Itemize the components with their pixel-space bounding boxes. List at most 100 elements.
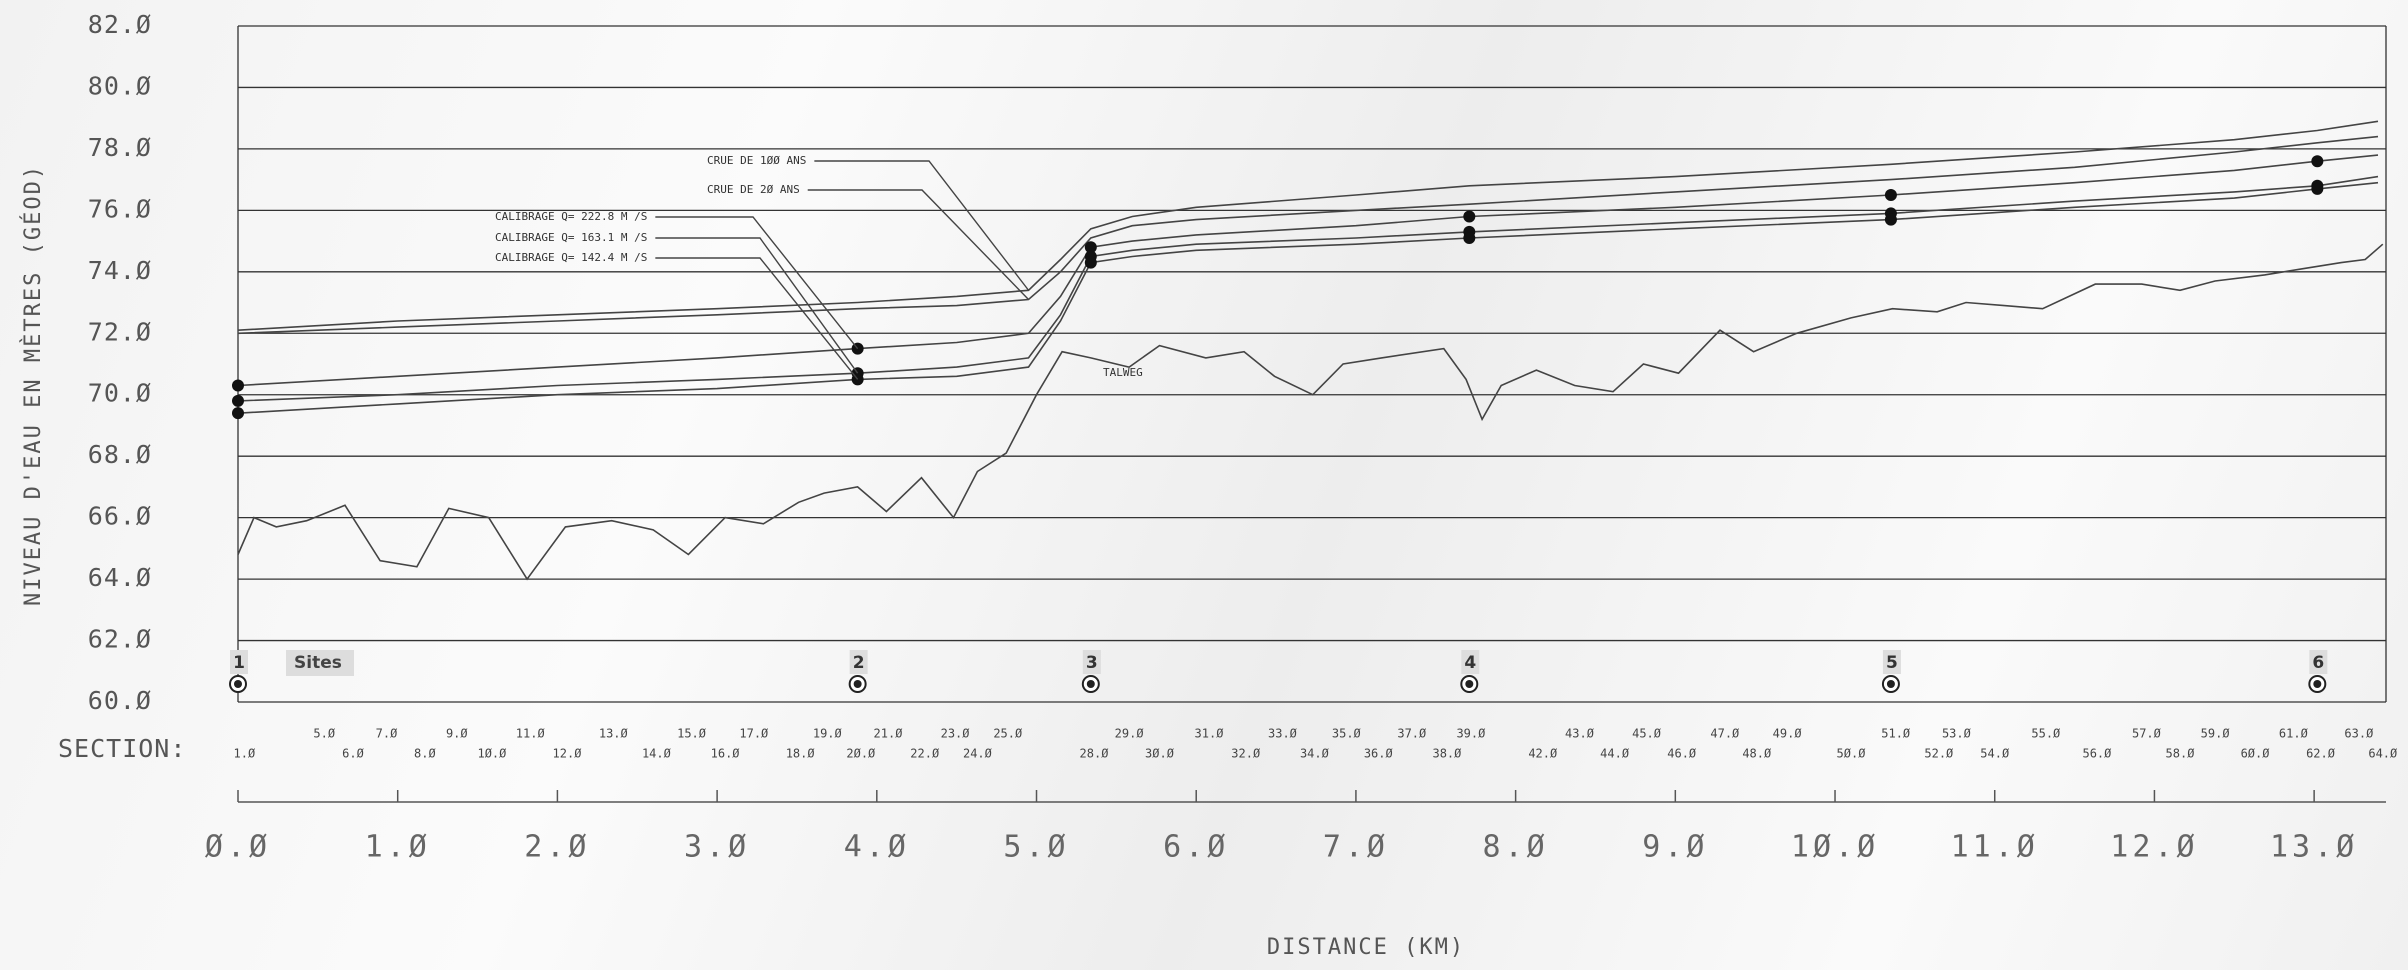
y-tick-label: 80.Ø bbox=[88, 71, 152, 100]
series-dot bbox=[1463, 210, 1476, 223]
section-label: 51.Ø bbox=[1881, 727, 1911, 741]
section-label: 54.Ø bbox=[1980, 747, 2010, 761]
site-marker bbox=[853, 680, 862, 688]
section-label: 14.Ø bbox=[642, 747, 672, 761]
section-label: 7.Ø bbox=[376, 727, 398, 741]
annotation-leader bbox=[655, 237, 859, 374]
section-label: 8.Ø bbox=[414, 747, 436, 761]
section-label: 45.Ø bbox=[1632, 727, 1662, 741]
series-dot bbox=[1084, 256, 1097, 269]
x-tick-label: 1Ø.Ø bbox=[1791, 830, 1879, 865]
section-label: 58.Ø bbox=[2166, 747, 2196, 761]
section-label: 25.Ø bbox=[993, 727, 1023, 741]
y-tick-label: 70.Ø bbox=[88, 379, 152, 408]
section-label: 13.Ø bbox=[599, 727, 629, 741]
section-label: 15.Ø bbox=[677, 727, 707, 741]
annotation-leader bbox=[655, 216, 859, 350]
x-tick-label: 13.Ø bbox=[2270, 830, 2358, 865]
section-label: 42.Ø bbox=[1528, 747, 1558, 761]
section-label: 5.Ø bbox=[313, 727, 335, 741]
section-label: 59.Ø bbox=[2201, 727, 2231, 741]
section-label: 62.Ø bbox=[2306, 747, 2336, 761]
y-tick-label: 64.Ø bbox=[88, 563, 152, 592]
y-tick-label: 76.Ø bbox=[88, 194, 152, 223]
site-label: 5 bbox=[1886, 653, 1898, 673]
series-line bbox=[237, 243, 2384, 581]
x-tick-label: 8.Ø bbox=[1483, 830, 1549, 865]
y-tick-label: 62.Ø bbox=[88, 625, 152, 654]
x-tick-label: 1.Ø bbox=[365, 830, 431, 865]
section-label: 2Ø.Ø bbox=[846, 747, 876, 761]
section-label: 22.Ø bbox=[910, 747, 940, 761]
section-label: 23.Ø bbox=[941, 727, 971, 741]
series-line bbox=[237, 120, 2379, 331]
section-label: 31.Ø bbox=[1195, 727, 1225, 741]
site-marker bbox=[1465, 680, 1474, 688]
section-label: 29.Ø bbox=[1115, 727, 1145, 741]
site-label-box bbox=[1882, 650, 1901, 674]
site-label-box bbox=[1461, 650, 1480, 674]
y-tick-label: 68.Ø bbox=[88, 440, 152, 469]
series-dot bbox=[1084, 241, 1097, 254]
x-tick-label: 7.Ø bbox=[1323, 830, 1389, 865]
x-tick-label: 12.Ø bbox=[2110, 830, 2198, 865]
series-annotation: TALWEG bbox=[1103, 366, 1143, 379]
series-annotation: CALIBRAGE Q= 163.1 M /S bbox=[495, 231, 647, 244]
section-label: 1Ø.Ø bbox=[477, 747, 507, 761]
section-label: 6Ø.Ø bbox=[2241, 747, 2271, 761]
section-label: 12.Ø bbox=[553, 747, 583, 761]
section-label: 44.Ø bbox=[1600, 747, 1630, 761]
section-label: 36.Ø bbox=[1364, 747, 1394, 761]
site-label-box bbox=[2309, 650, 2328, 674]
section-label: 24.Ø bbox=[963, 747, 993, 761]
section-label: 16.Ø bbox=[711, 747, 741, 761]
site-label-box bbox=[1082, 650, 1101, 674]
x-tick-label: 3.Ø bbox=[684, 830, 750, 865]
section-label: 5Ø.Ø bbox=[1837, 747, 1867, 761]
section-label: 1.Ø bbox=[234, 747, 256, 761]
y-tick-label: 74.Ø bbox=[88, 256, 152, 285]
site-marker bbox=[1086, 680, 1095, 688]
series-line bbox=[237, 181, 2379, 414]
series-dot bbox=[232, 379, 244, 392]
section-label: 55.Ø bbox=[2031, 727, 2061, 741]
section-label: 28.Ø bbox=[1080, 747, 1110, 761]
annotation-leader bbox=[807, 189, 1030, 300]
annotation-leader bbox=[655, 257, 859, 380]
section-label: 32.Ø bbox=[1231, 747, 1261, 761]
x-axis-title: DISTANCE (KM) bbox=[1267, 935, 1465, 960]
y-tick-label: 72.Ø bbox=[88, 317, 152, 346]
series-line bbox=[237, 154, 2379, 387]
series-line bbox=[237, 175, 2379, 402]
y-tick-label: 60.Ø bbox=[88, 686, 152, 715]
section-label: 3Ø.Ø bbox=[1145, 747, 1175, 761]
section-label: 39.Ø bbox=[1456, 727, 1486, 741]
site-label: 6 bbox=[2312, 653, 2324, 673]
site-label-box bbox=[230, 650, 248, 674]
section-label: 48.Ø bbox=[1742, 747, 1772, 761]
series-dot bbox=[1463, 232, 1476, 245]
series-annotation: CALIBRAGE Q= 222.8 M /S bbox=[495, 210, 647, 223]
section-label: 56.Ø bbox=[2082, 747, 2112, 761]
section-label: 47.Ø bbox=[1710, 727, 1740, 741]
section-label: 63.Ø bbox=[2344, 727, 2374, 741]
section-label: 49.Ø bbox=[1773, 727, 1803, 741]
section-label: 38.Ø bbox=[1432, 747, 1462, 761]
y-tick-label: 78.Ø bbox=[88, 133, 152, 162]
y-tick-label: 66.Ø bbox=[88, 502, 152, 531]
x-tick-label: 2.Ø bbox=[524, 830, 590, 865]
site-marker bbox=[2313, 680, 2322, 688]
section-label: 61.Ø bbox=[2279, 727, 2309, 741]
series-dot bbox=[1884, 189, 1897, 201]
sites-box bbox=[286, 650, 354, 676]
section-label: 35.Ø bbox=[1332, 727, 1362, 741]
section-label: SECTION: bbox=[58, 734, 186, 763]
series-dot bbox=[232, 394, 244, 407]
section-label: 53.Ø bbox=[1942, 727, 1972, 741]
x-tick-label: Ø.Ø bbox=[205, 830, 271, 865]
site-label: 2 bbox=[853, 653, 865, 673]
x-tick-label: 9.Ø bbox=[1642, 830, 1708, 865]
section-label: 33.Ø bbox=[1268, 727, 1298, 741]
series-line bbox=[237, 135, 2379, 335]
site-label: 1 bbox=[233, 653, 245, 673]
